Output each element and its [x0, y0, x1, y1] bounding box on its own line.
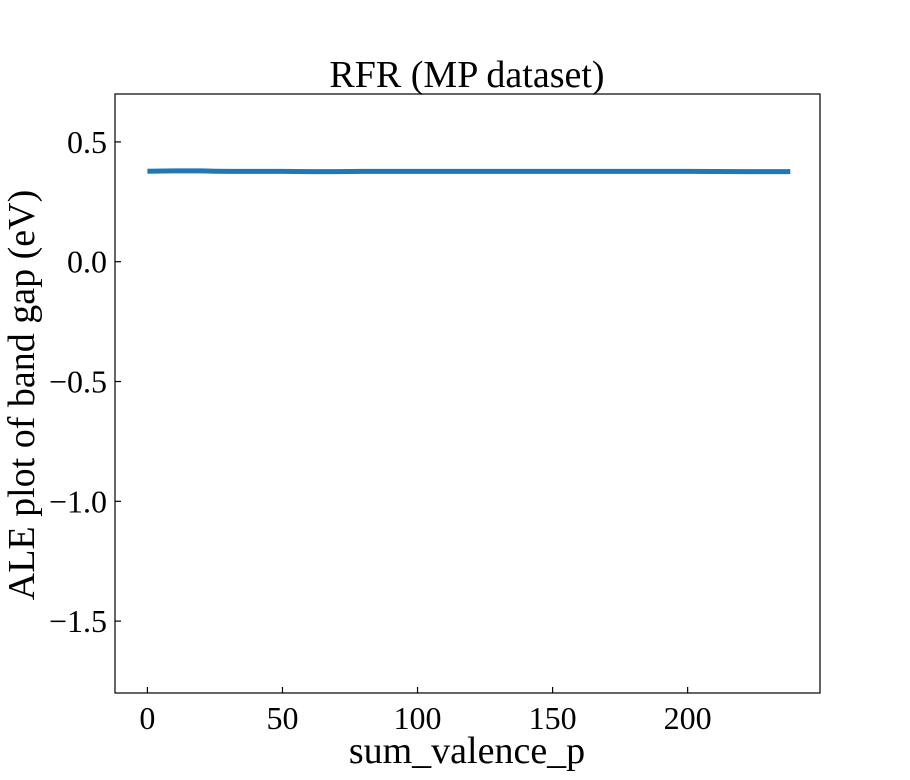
- y-axis-label: ALE plot of band gap (eV): [1, 190, 43, 601]
- y-tick-label: 0.0: [67, 244, 107, 280]
- x-tick-label: 0: [139, 700, 155, 736]
- x-axis-label: sum_valence_p: [349, 730, 585, 772]
- y-tick-label: −0.5: [49, 364, 107, 400]
- series-line: [147, 168, 791, 175]
- plot-area-frame: [114, 93, 821, 694]
- y-tick-label: −1.5: [49, 603, 107, 639]
- x-tick-label: 50: [266, 700, 298, 736]
- x-tick-label: 100: [394, 700, 442, 736]
- y-tick-label: −1.0: [49, 483, 107, 519]
- chart-title: RFR (MP dataset): [329, 54, 604, 96]
- x-axis-ticks: 0 50 100 150 200: [139, 687, 712, 736]
- x-tick-label: 200: [664, 700, 712, 736]
- x-tick-label: 150: [529, 700, 577, 736]
- y-axis-ticks: 0.5 0.0 −0.5 −1.0 −1.5: [49, 124, 121, 639]
- y-tick-label: 0.5: [67, 124, 107, 160]
- series-layer: [147, 168, 791, 175]
